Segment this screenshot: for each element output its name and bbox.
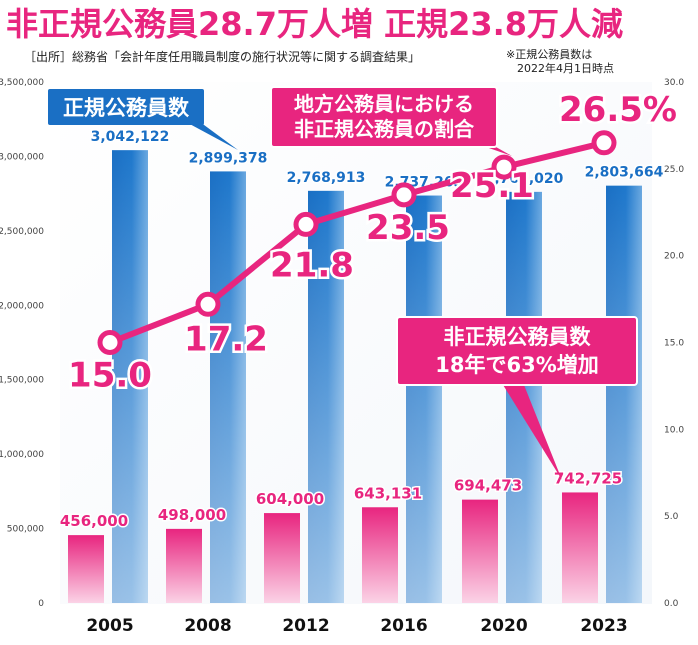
y-right-tick-label: 25.0 (664, 165, 684, 175)
non-regular-bar (264, 513, 300, 603)
non-regular-bar (68, 535, 104, 603)
y-right-tick-label: 0.0 (664, 599, 679, 609)
x-tick-label: 2012 (282, 616, 329, 636)
regular-callout-pointer (186, 122, 238, 150)
ratio-point (195, 291, 221, 317)
regular-bar-label: 2,803,664 (585, 165, 664, 181)
y-left-tick-label: 2,500,000 (0, 227, 44, 237)
x-tick-label: 2005 (86, 616, 133, 636)
non-regular-bar-label: 694,473 (454, 477, 522, 495)
y-axis-right: 0.0 5.0 10.0 15.0 20.0 25.0 30.0 (664, 78, 684, 609)
y-left-tick-label: 1,000,000 (0, 450, 44, 460)
regular-bar-label: 2,899,378 (189, 150, 268, 166)
y-left-tick-label: 3,500,000 (0, 78, 44, 88)
ratio-line-path (108, 139, 605, 346)
y-right-tick-label: 5.0 (664, 512, 679, 522)
ratio-label: 25.1 (450, 166, 534, 206)
page-title: 非正規公務員28.7万人増 正規23.8万人減 (6, 5, 624, 43)
ratio-label: 17.2 (184, 319, 268, 359)
x-tick-label: 2020 (480, 616, 527, 636)
non-regular-bar (166, 528, 202, 603)
ratio-callout: 地方公務員における 非正規公務員の割合 (270, 86, 498, 148)
regular-callout: 正規公務員数 (48, 89, 204, 125)
ratio-label: 15.0 (68, 356, 152, 396)
non-regular-bar-label: 742,725 (554, 469, 622, 487)
y-right-tick-label: 30.0 (664, 78, 684, 88)
regular-bar-shine (210, 171, 246, 604)
regular-bar-shine (112, 150, 148, 603)
regular-bar-label: 2,768,913 (287, 170, 366, 186)
increase-callout: 非正規公務員数 18年で63%増加 (396, 316, 638, 386)
y-left-tick-label: 0 (38, 599, 44, 609)
source-text: ［出所］総務省「会計年度任用職員制度の施行状況等に関する調査結果」 (24, 50, 421, 64)
y-right-tick-label: 20.0 (664, 252, 684, 262)
ratio-line: 15.0 17.221.8 23.525.1 26.5% (66, 87, 680, 398)
y-left-tick-label: 500,000 (7, 525, 44, 535)
non-regular-bar-label: 643,131 (354, 484, 422, 502)
ratio-label: 26.5% (559, 90, 677, 130)
ratio-point (97, 330, 123, 355)
regular-bar-shine (308, 190, 344, 603)
non-regular-bar-label: 498,000 (158, 506, 226, 524)
y-left-tick-label: 2,000,000 (0, 301, 44, 311)
increase-callout-pointer (500, 380, 562, 480)
ratio-point (293, 211, 319, 237)
ratio-label: 21.8 (270, 245, 354, 285)
ratio-label: 23.5 (366, 208, 450, 248)
regular-bar-shine (606, 185, 642, 603)
x-tick-label: 2008 (184, 616, 231, 636)
x-tick-label: 2023 (580, 616, 627, 636)
x-axis: 2005 2008 2012 2016 2020 2023 (86, 616, 627, 636)
regular-bar-label: 3,042,122 (91, 129, 170, 145)
ratio-point (391, 182, 417, 208)
non-regular-bar-label: 604,000 (256, 490, 324, 508)
y-left-tick-label: 1,500,000 (0, 376, 44, 386)
x-tick-label: 2016 (380, 616, 427, 636)
ratio-point (491, 154, 517, 180)
non-regular-bars: 456,000 498,000 604,000 643,131 694,473 742,7… (58, 468, 624, 603)
non-regular-bar (562, 492, 598, 603)
y-axis-left: 0 500,000 1,000,000 1,500,000 2,000,000 2,500… (0, 78, 44, 609)
ratio-point (591, 130, 617, 156)
regular-bar-shine (406, 195, 442, 603)
note-text: ※正規公務員数は 2022年4月1日時点 (506, 48, 614, 75)
non-regular-bar (362, 507, 398, 603)
y-left-tick-label: 3,000,000 (0, 152, 44, 162)
y-right-tick-label: 10.0 (664, 425, 684, 435)
non-regular-bar-label: 456,000 (60, 512, 128, 530)
y-right-tick-label: 15.0 (664, 339, 684, 349)
non-regular-bar (462, 499, 498, 603)
